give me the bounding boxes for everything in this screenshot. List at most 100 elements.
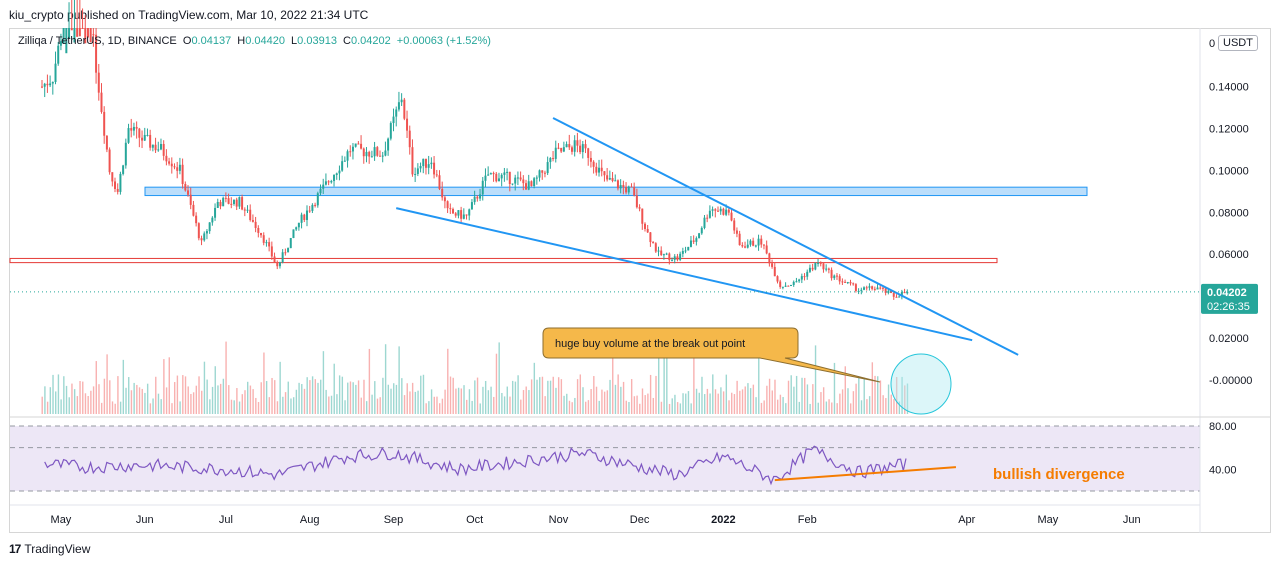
volume-bar xyxy=(668,403,671,414)
legend-close-label: C xyxy=(343,35,351,47)
volume-bar xyxy=(328,396,330,414)
candle-body xyxy=(500,174,503,179)
candle-body xyxy=(319,188,322,194)
divergence-line xyxy=(774,466,957,482)
candle-body xyxy=(484,175,487,181)
volume-bar xyxy=(476,377,479,414)
candle-body xyxy=(400,99,403,103)
candle-body xyxy=(219,201,222,207)
volume-bar xyxy=(806,384,809,414)
volume-bar xyxy=(714,389,717,414)
volume-bar xyxy=(344,400,346,414)
volume-bar xyxy=(647,393,649,414)
volume-bar xyxy=(57,374,60,414)
candle-body xyxy=(184,183,187,191)
candle-body xyxy=(354,143,357,147)
candle-body xyxy=(122,165,125,174)
volume-bar xyxy=(133,382,135,414)
volume-bar xyxy=(206,379,208,414)
candle-body xyxy=(243,209,246,211)
candle-body xyxy=(414,173,417,175)
candle-body xyxy=(268,242,271,247)
volume-bar xyxy=(395,384,398,414)
volume-bar xyxy=(198,376,200,414)
candle-body xyxy=(86,28,89,38)
volume-bar xyxy=(625,400,627,414)
candle-body xyxy=(270,246,273,257)
candle-body xyxy=(357,143,360,145)
candle-body xyxy=(660,250,663,255)
volume-bar xyxy=(493,396,495,414)
candle-body xyxy=(725,209,728,215)
volume-bar xyxy=(106,354,108,414)
candle-body xyxy=(497,178,500,182)
time-label: Sep xyxy=(384,514,404,526)
volume-bar xyxy=(411,382,414,414)
candle-body xyxy=(727,209,730,213)
volume-bar xyxy=(95,361,97,414)
volume-bar xyxy=(539,377,541,414)
candle-body xyxy=(711,209,714,211)
candle-body xyxy=(576,140,579,146)
volume-bar xyxy=(155,376,157,414)
candle-body xyxy=(205,231,208,234)
volume-bar xyxy=(887,384,890,414)
legend-high: 0.04420 xyxy=(245,35,285,47)
candle-body xyxy=(817,262,820,264)
candle-body xyxy=(881,287,884,289)
volume-bar xyxy=(541,376,544,414)
candle-body xyxy=(773,266,776,277)
candle-body xyxy=(819,262,822,264)
candle-body xyxy=(519,177,522,180)
volume-bar xyxy=(376,398,379,414)
volume-bar xyxy=(787,380,790,414)
candle-body xyxy=(470,202,473,210)
candle-body xyxy=(841,281,844,283)
candle-body xyxy=(149,134,152,148)
volume-bar xyxy=(855,383,857,414)
volume-bar xyxy=(576,379,579,414)
candle-body xyxy=(868,286,871,288)
candle-body xyxy=(116,188,119,192)
volume-bar xyxy=(382,377,384,414)
candle-body xyxy=(838,276,841,282)
volume-bar xyxy=(482,386,484,414)
time-label: Jun xyxy=(136,514,154,526)
candle-body xyxy=(830,269,833,279)
time-label: Apr xyxy=(958,514,975,526)
candle-body xyxy=(232,199,235,204)
volume-bar xyxy=(563,395,565,414)
volume-bar xyxy=(825,401,828,414)
candle-body xyxy=(408,130,411,148)
rsi-label: 40.00 xyxy=(1209,464,1237,476)
volume-bar xyxy=(87,395,89,414)
candle-body xyxy=(854,284,857,291)
candle-body xyxy=(178,164,181,171)
candle-body xyxy=(679,253,682,260)
candle-body xyxy=(424,158,427,168)
candle-body xyxy=(808,267,811,272)
volume-bar xyxy=(201,390,203,414)
volume-bar xyxy=(314,379,317,414)
candle-body xyxy=(762,244,765,246)
legend-close: 0.04202 xyxy=(350,35,391,47)
volume-bar xyxy=(609,379,611,414)
volume-bar xyxy=(336,394,338,414)
candle-body xyxy=(327,181,330,183)
volume-layer xyxy=(41,340,909,414)
volume-bar xyxy=(417,390,419,414)
candle-body xyxy=(276,262,279,267)
candle-body xyxy=(51,81,54,84)
volume-bar xyxy=(225,341,227,414)
currency-selector[interactable]: USDT xyxy=(1218,35,1258,51)
volume-bar xyxy=(271,377,273,414)
volume-bar xyxy=(804,377,806,414)
volume-bar xyxy=(441,398,444,414)
candle-body xyxy=(265,242,268,244)
volume-bar xyxy=(98,384,100,414)
candle-body xyxy=(343,160,346,162)
legend-low: 0.03913 xyxy=(297,35,337,47)
candle-body xyxy=(598,167,601,173)
candle-body xyxy=(230,203,233,205)
